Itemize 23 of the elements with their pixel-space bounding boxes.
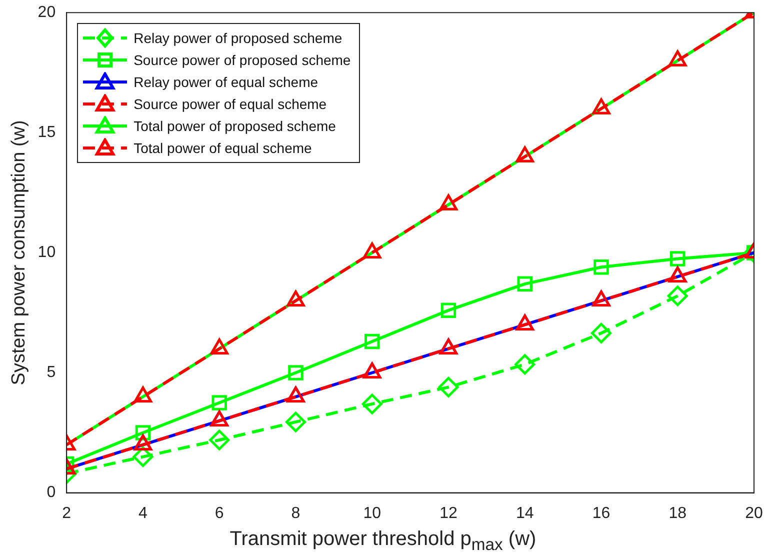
x-tick-label: 16 bbox=[592, 504, 610, 522]
legend-label: Relay power of equal scheme bbox=[134, 74, 318, 90]
legend-label: Total power of proposed scheme bbox=[134, 118, 336, 134]
x-tick-label: 6 bbox=[214, 504, 224, 522]
x-tick-label: 4 bbox=[138, 504, 148, 522]
x-tick-label: 18 bbox=[668, 504, 687, 522]
legend-label: Source power of equal scheme bbox=[134, 96, 327, 112]
y-tick-label: 15 bbox=[38, 124, 56, 142]
x-tick-label: 10 bbox=[363, 504, 382, 522]
x-tick-label: 12 bbox=[440, 504, 458, 522]
x-tick-label: 8 bbox=[291, 504, 300, 522]
y-tick-label: 0 bbox=[46, 484, 56, 502]
y-tick-label: 5 bbox=[46, 364, 56, 382]
legend-label: Relay power of proposed scheme bbox=[134, 30, 342, 46]
y-tick-label: 10 bbox=[38, 244, 56, 262]
legend-label: Source power of proposed scheme bbox=[134, 52, 351, 68]
x-tick-label: 14 bbox=[516, 504, 534, 522]
x-tick-label: 2 bbox=[62, 504, 72, 522]
x-axis-title: Transmit power threshold p$_{max}$ (w) bbox=[228, 528, 538, 555]
legend-label: Total power of equal scheme bbox=[134, 140, 312, 156]
y-axis-title: System power consumption (w) bbox=[8, 120, 30, 386]
y-tick-label: 20 bbox=[38, 4, 56, 22]
x-tick-label: 20 bbox=[745, 504, 763, 522]
